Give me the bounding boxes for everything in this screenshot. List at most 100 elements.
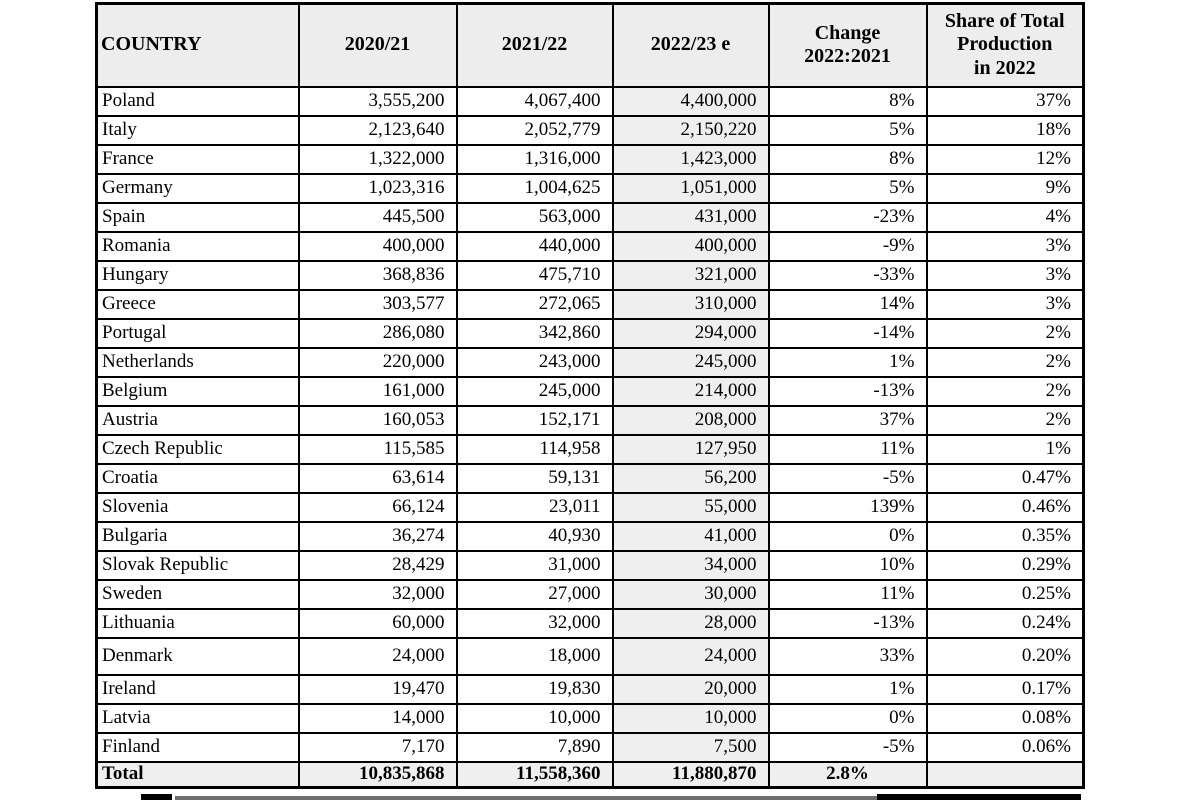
table-row: Spain 445,500 563,000 431,000 -23% 4%: [95, 201, 1085, 233]
value-cell: 11%: [767, 433, 928, 465]
value-cell: 1%: [925, 433, 1085, 465]
value-cell: 3%: [925, 230, 1085, 262]
table-row: Ireland 19,470 19,830 20,000 1% 0.17%: [95, 673, 1085, 705]
value-cell: 24,000: [611, 636, 770, 676]
value-cell: 19,830: [455, 673, 614, 705]
value-cell: -5%: [767, 731, 928, 763]
table-row: Romania 400,000 440,000 400,000 -9% 3%: [95, 230, 1085, 262]
total-row: Total 10,835,868 11,558,360 11,880,870 2…: [95, 760, 1085, 789]
value-cell: 0.24%: [925, 607, 1085, 639]
total-change: 2.8%: [767, 760, 928, 789]
country-cell: Greece: [95, 288, 300, 320]
total-share-empty: [925, 760, 1085, 789]
value-cell: 294,000: [611, 317, 770, 349]
column-header-country: COUNTRY: [95, 2, 300, 88]
table-row: Slovak Republic 28,429 31,000 34,000 10% 0.29…: [95, 549, 1085, 581]
value-cell: 10%: [767, 549, 928, 581]
country-cell: Germany: [95, 172, 300, 204]
cropped-content-artifact: [175, 796, 877, 800]
total-2020-21: 10,835,868: [297, 760, 458, 789]
country-cell: Slovak Republic: [95, 549, 300, 581]
value-cell: 9%: [925, 172, 1085, 204]
table-row: Lithuania 60,000 32,000 28,000 -13% 0.24%: [95, 607, 1085, 639]
value-cell: -33%: [767, 259, 928, 291]
value-cell: 4,400,000: [611, 85, 770, 117]
value-cell: 10,000: [455, 702, 614, 734]
table-row: Finland 7,170 7,890 7,500 -5% 0.06%: [95, 731, 1085, 763]
table-row: Denmark 24,000 18,000 24,000 33% 0.20%: [95, 636, 1085, 676]
country-cell: Spain: [95, 201, 300, 233]
value-cell: 1,322,000: [297, 143, 458, 175]
value-cell: 139%: [767, 491, 928, 523]
value-cell: 342,860: [455, 317, 614, 349]
value-cell: 114,958: [455, 433, 614, 465]
value-cell: 37%: [925, 85, 1085, 117]
value-cell: 34,000: [611, 549, 770, 581]
column-header-2020-21: 2020/21: [297, 2, 458, 88]
value-cell: 41,000: [611, 520, 770, 552]
value-cell: 0.29%: [925, 549, 1085, 581]
value-cell: 208,000: [611, 404, 770, 436]
value-cell: 2%: [925, 317, 1085, 349]
value-cell: 127,950: [611, 433, 770, 465]
header-row: COUNTRY 2020/21 2021/22 2022/23 e Change…: [95, 2, 1085, 88]
value-cell: 10,000: [611, 702, 770, 734]
value-cell: 32,000: [297, 578, 458, 610]
value-cell: 245,000: [611, 346, 770, 378]
country-cell: Italy: [95, 114, 300, 146]
cropped-content-artifact: [877, 794, 1081, 800]
value-cell: 18%: [925, 114, 1085, 146]
table-row: Greece 303,577 272,065 310,000 14% 3%: [95, 288, 1085, 320]
value-cell: 3,555,200: [297, 85, 458, 117]
value-cell: 0.06%: [925, 731, 1085, 763]
value-cell: 400,000: [611, 230, 770, 262]
value-cell: 2,150,220: [611, 114, 770, 146]
value-cell: 18,000: [455, 636, 614, 676]
country-cell: Hungary: [95, 259, 300, 291]
table-row: France 1,322,000 1,316,000 1,423,000 8% 12%: [95, 143, 1085, 175]
value-cell: 310,000: [611, 288, 770, 320]
value-cell: 115,585: [297, 433, 458, 465]
value-cell: 36,274: [297, 520, 458, 552]
value-cell: -5%: [767, 462, 928, 494]
value-cell: 55,000: [611, 491, 770, 523]
value-cell: 2%: [925, 346, 1085, 378]
value-cell: 7,500: [611, 731, 770, 763]
value-cell: 1,316,000: [455, 143, 614, 175]
country-cell: Portugal: [95, 317, 300, 349]
value-cell: 286,080: [297, 317, 458, 349]
table-row: Poland 3,555,200 4,067,400 4,400,000 8% 37%: [95, 85, 1085, 117]
value-cell: 60,000: [297, 607, 458, 639]
value-cell: 4,067,400: [455, 85, 614, 117]
value-cell: 7,890: [455, 731, 614, 763]
table-row: Germany 1,023,316 1,004,625 1,051,000 5% 9%: [95, 172, 1085, 204]
value-cell: 0.25%: [925, 578, 1085, 610]
column-header-share: Share of Total Production in 2022: [925, 2, 1085, 88]
value-cell: 563,000: [455, 201, 614, 233]
value-cell: 1,004,625: [455, 172, 614, 204]
value-cell: 0.46%: [925, 491, 1085, 523]
value-cell: 27,000: [455, 578, 614, 610]
value-cell: 12%: [925, 143, 1085, 175]
value-cell: 2,123,640: [297, 114, 458, 146]
country-cell: Slovenia: [95, 491, 300, 523]
value-cell: 440,000: [455, 230, 614, 262]
table-row: Czech Republic 115,585 114,958 127,950 11% 1%: [95, 433, 1085, 465]
value-cell: 30,000: [611, 578, 770, 610]
value-cell: 161,000: [297, 375, 458, 407]
value-cell: 2,052,779: [455, 114, 614, 146]
value-cell: 5%: [767, 172, 928, 204]
table-row: Latvia 14,000 10,000 10,000 0% 0.08%: [95, 702, 1085, 734]
value-cell: 40,930: [455, 520, 614, 552]
column-header-change: Change 2022:2021: [767, 2, 928, 88]
column-header-2022-23e: 2022/23 e: [611, 2, 770, 88]
value-cell: 14,000: [297, 702, 458, 734]
value-cell: 2%: [925, 375, 1085, 407]
value-cell: 59,131: [455, 462, 614, 494]
value-cell: 4%: [925, 201, 1085, 233]
country-cell: Bulgaria: [95, 520, 300, 552]
value-cell: -13%: [767, 375, 928, 407]
value-cell: -14%: [767, 317, 928, 349]
country-cell: Sweden: [95, 578, 300, 610]
